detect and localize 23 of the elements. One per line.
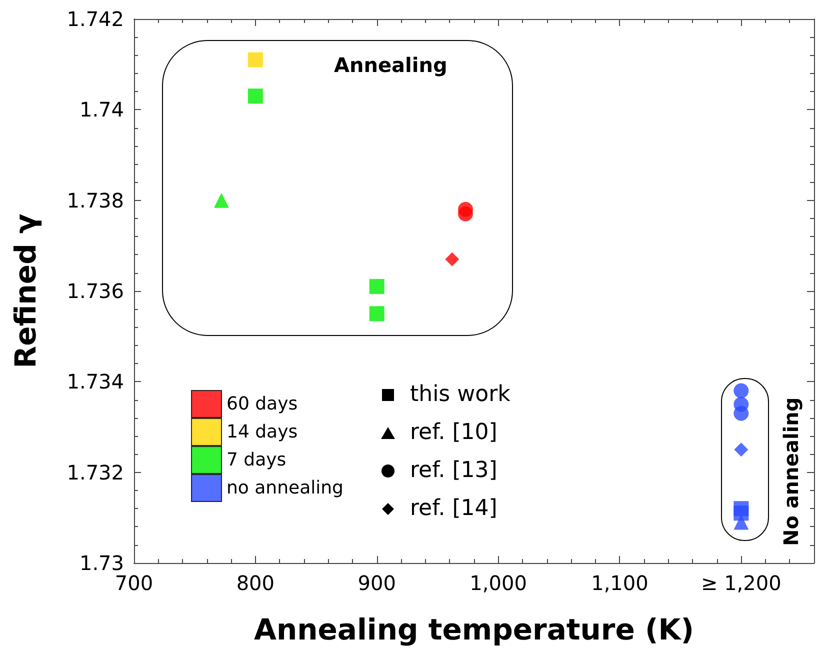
x-tick-label: 1,100 xyxy=(591,571,648,595)
annotation: ref. [13] xyxy=(410,458,498,484)
x-tick-label: ≥ 1,200 xyxy=(700,571,782,595)
annotation: ref. [10] xyxy=(410,420,498,446)
x-tick-label: 800 xyxy=(236,571,275,595)
annotation: Annealing xyxy=(334,53,448,77)
x-axis-title: Annealing temperature (K) xyxy=(254,612,694,646)
y-tick-label: 1.74 xyxy=(79,98,124,122)
legend-label: no annealing xyxy=(226,478,344,498)
annotation: ref. [14] xyxy=(410,496,498,522)
legend-label: 14 days xyxy=(226,422,298,442)
annotation: No annealing xyxy=(779,397,803,546)
y-axis-title: Refined γ xyxy=(8,214,42,368)
y-tick-label: 1.734 xyxy=(66,370,124,394)
annotation: this work xyxy=(410,382,510,408)
legend-label: 7 days xyxy=(226,450,286,470)
x-tick-label: 900 xyxy=(358,571,396,595)
y-tick-label: 1.732 xyxy=(66,460,124,484)
legend-label: 60 days xyxy=(226,394,298,414)
y-tick-label: 1.742 xyxy=(66,7,124,31)
y-tick-label: 1.736 xyxy=(66,279,124,303)
x-tick-label: 1,000 xyxy=(470,571,527,595)
y-tick-label: 1.738 xyxy=(66,188,124,212)
